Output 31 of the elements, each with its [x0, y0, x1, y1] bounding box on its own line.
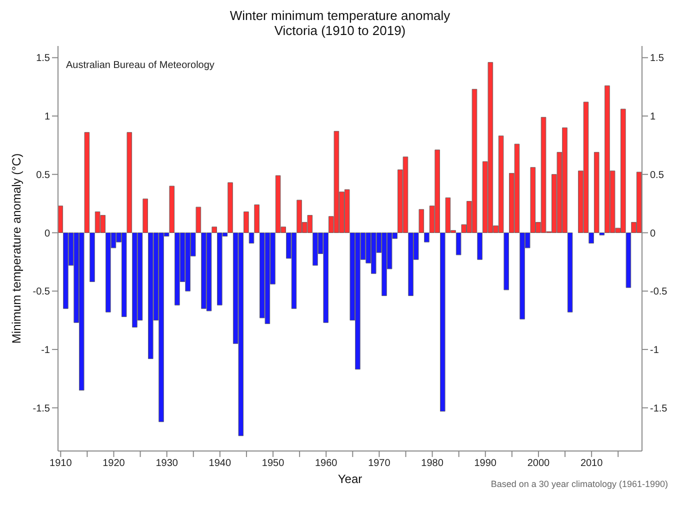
chart-title: Winter minimum temperature anomaly — [228, 8, 452, 23]
x-tick-label: 1940 — [208, 458, 232, 470]
text: Based on a 30 year climatology (1961-1990) — [490, 479, 668, 489]
annotation: Australian Bureau of Meteorology — [66, 60, 214, 71]
y-tick-label: -1.5 — [32, 403, 50, 414]
x-axis-title: Year — [338, 472, 362, 486]
y-tick-label: 0.5 — [36, 170, 50, 181]
chart-subtitle: Victoria (1910 to 2019) — [273, 23, 407, 38]
x-tick-label: 1960 — [314, 458, 338, 470]
x-tick-label: 2000 — [527, 458, 550, 470]
y2-tick-label: -1.5 — [650, 403, 668, 414]
y-tick-label: -1 — [41, 345, 50, 356]
y-tick-label: -0.5 — [32, 286, 50, 298]
x-tick-label: 1970 — [368, 458, 391, 470]
y2-tick-label: -0.5 — [650, 286, 668, 298]
x-tick-label: 1980 — [421, 458, 444, 470]
x-tick-label: 1950 — [262, 458, 285, 470]
x-tick-label: 1920 — [102, 458, 126, 470]
x-tick-label: 1930 — [156, 458, 178, 470]
x-tick-label: 1990 — [474, 458, 497, 470]
x-tick-label: 2010 — [580, 458, 604, 470]
y-axis-title: Minimum temperature anomaly (°C) — [9, 153, 24, 344]
y-tick-label: 1 — [44, 112, 50, 123]
y-tick-label: 0 — [44, 228, 50, 240]
y2-tick-label: 0 — [650, 228, 656, 240]
x-tick-label: 1910 — [50, 458, 72, 470]
y2-tick-label: 1 — [650, 112, 656, 123]
y-tick-label: 1.5 — [36, 53, 50, 64]
y2-tick-label: 0.5 — [650, 170, 664, 181]
y2-tick-label: -1 — [650, 345, 660, 356]
y2-tick-label: 1.5 — [650, 53, 664, 64]
